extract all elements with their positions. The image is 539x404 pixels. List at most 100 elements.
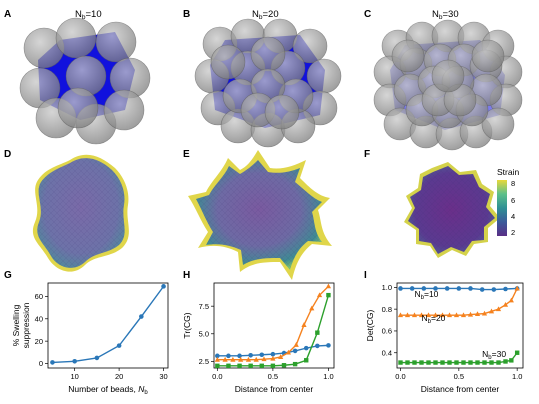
bead-sphere — [264, 94, 300, 130]
plot-frame — [47, 282, 169, 369]
bead-sphere — [292, 28, 328, 64]
strain-mesh-d — [32, 154, 129, 272]
data-point — [409, 286, 415, 291]
panel-label-e: E — [183, 149, 190, 160]
data-point — [301, 322, 307, 327]
y-tick-label: 0.4 — [382, 348, 392, 357]
x-axis-label: Distance from center — [421, 384, 500, 394]
data-point — [474, 311, 481, 317]
title-b: Nb=20 — [252, 9, 279, 21]
data-point — [426, 360, 431, 365]
data-point — [50, 360, 55, 365]
y-tick-label: 7.5 — [199, 302, 209, 311]
y-tick-label: 0 — [39, 359, 43, 368]
data-point — [460, 312, 467, 318]
x-tick-label: 1.0 — [512, 372, 522, 381]
data-point — [214, 356, 220, 362]
colorbar-tick: 6 — [511, 196, 515, 205]
strain-mesh-f — [404, 162, 500, 258]
x-tick-label: 0.5 — [268, 372, 278, 381]
panel-label-a: A — [4, 9, 11, 20]
data-point — [259, 352, 265, 358]
data-point — [509, 358, 514, 363]
panel-label-h: H — [183, 270, 190, 281]
data-point — [248, 353, 253, 358]
x-axis-label: Number of beads, Nb — [68, 384, 148, 396]
colorbar-tick: 2 — [511, 228, 515, 237]
panel-label-c: C — [364, 9, 371, 20]
plot-frame — [396, 282, 524, 369]
data-point — [502, 301, 509, 307]
bead-sphere — [306, 58, 342, 94]
data-point — [398, 360, 403, 365]
bead-sphere — [431, 59, 465, 93]
data-point — [432, 312, 439, 318]
data-point — [439, 312, 446, 318]
data-point — [503, 359, 508, 364]
title-c: Nb=30 — [432, 9, 459, 21]
y-axis-label: Tr(CG) — [182, 312, 192, 338]
data-point — [315, 330, 320, 335]
data-point — [446, 312, 453, 318]
data-point — [454, 360, 459, 365]
data-point — [467, 311, 474, 317]
data-point — [248, 363, 253, 368]
data-point — [453, 312, 460, 318]
bead-sphere — [103, 89, 145, 131]
data-point — [418, 312, 425, 318]
panel-label-g: G — [4, 270, 12, 281]
data-point — [270, 351, 276, 357]
data-point — [488, 308, 495, 314]
data-point — [281, 363, 287, 368]
title-a: Nb=10 — [75, 9, 102, 21]
x-tick-label: 10 — [70, 372, 78, 381]
data-point — [404, 312, 411, 318]
y-tick-label: 0.6 — [382, 327, 392, 336]
data-point — [222, 356, 228, 362]
bead-sphere — [471, 39, 505, 73]
data-point — [433, 360, 438, 365]
data-point — [325, 283, 332, 289]
data-point — [304, 358, 309, 363]
bead-sphere — [55, 17, 97, 59]
y-tick-label: 20 — [35, 337, 43, 346]
y-axis-label: % Swellingsuppression — [11, 302, 31, 348]
data-point — [326, 292, 331, 298]
beads-b — [194, 18, 342, 148]
data-point — [215, 353, 220, 359]
data-point — [444, 286, 450, 291]
data-point — [489, 360, 494, 365]
plot-frame — [213, 282, 335, 369]
series-line — [217, 285, 329, 361]
panel-label-b: B — [183, 9, 190, 20]
series-annotation: Nb=10 — [415, 289, 439, 301]
bead-sphere — [57, 87, 99, 129]
bead-sphere — [95, 21, 137, 63]
data-point — [270, 363, 276, 368]
y-tick-label: 2.5 — [199, 357, 209, 366]
x-tick-label: 0.0 — [395, 372, 405, 381]
data-point — [230, 356, 236, 362]
y-axis-label: Det(CG) — [365, 310, 375, 342]
bead-sphere — [481, 107, 515, 141]
data-point — [326, 343, 331, 348]
series-annotation: Nb=30 — [482, 349, 506, 361]
bead-sphere — [210, 44, 246, 80]
x-tick-label: 0.5 — [454, 372, 464, 381]
data-point — [72, 358, 77, 364]
colorbar-tick: 8 — [511, 179, 515, 188]
beads-c — [373, 19, 523, 151]
data-point — [503, 286, 508, 292]
data-point — [116, 343, 122, 348]
data-point — [456, 286, 462, 291]
y-tick-label: 5.0 — [199, 329, 209, 338]
data-point — [491, 287, 497, 292]
bead-cluster-b — [194, 18, 342, 148]
data-point — [237, 363, 242, 368]
data-point — [315, 343, 320, 349]
data-point — [270, 355, 276, 361]
data-point — [419, 360, 424, 365]
data-point — [215, 363, 220, 368]
panel-label-i: I — [364, 270, 367, 281]
